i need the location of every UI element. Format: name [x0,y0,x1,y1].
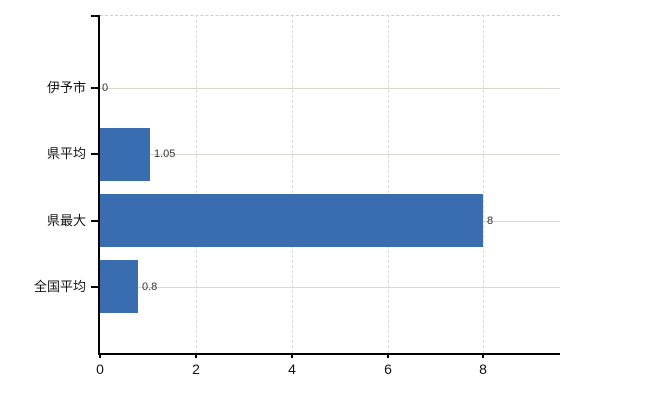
bar [100,260,138,313]
v-gridline [292,15,293,353]
h-gridline [100,154,560,155]
y-axis-line [98,15,100,355]
x-axis-tick-label: 2 [192,361,200,377]
bar [100,128,150,181]
axis-top-tick-icon [91,15,98,17]
x-axis-line [98,353,560,355]
x-axis-tick [291,353,293,358]
x-axis-tick [387,353,389,358]
plot-top-border [100,15,560,16]
x-axis-tick [195,353,197,358]
category-tick [91,286,98,288]
bar-value-label: 0.8 [142,281,158,293]
category-label: 伊予市 [46,80,86,95]
bar-value-label: 0 [102,82,109,94]
h-gridline [100,287,560,288]
x-axis-tick-label: 8 [479,361,487,377]
h-gridline [100,88,560,89]
category-label: 県最大 [46,213,86,228]
bar [100,194,483,247]
category-tick [91,87,98,89]
bar-value-label: 1.05 [154,148,176,160]
v-gridline [388,15,389,353]
x-axis-tick-label: 6 [384,361,392,377]
category-tick [91,153,98,155]
category-tick [91,220,98,222]
category-label: 県平均 [46,146,86,161]
v-gridline [483,15,484,353]
category-label: 全国平均 [33,279,86,294]
v-gridline [196,15,197,353]
x-axis-tick [482,353,484,358]
x-axis-tick-label: 0 [96,361,104,377]
x-axis-tick-label: 4 [288,361,296,377]
bar-value-label: 8 [487,215,494,227]
x-axis-tick [99,353,101,358]
